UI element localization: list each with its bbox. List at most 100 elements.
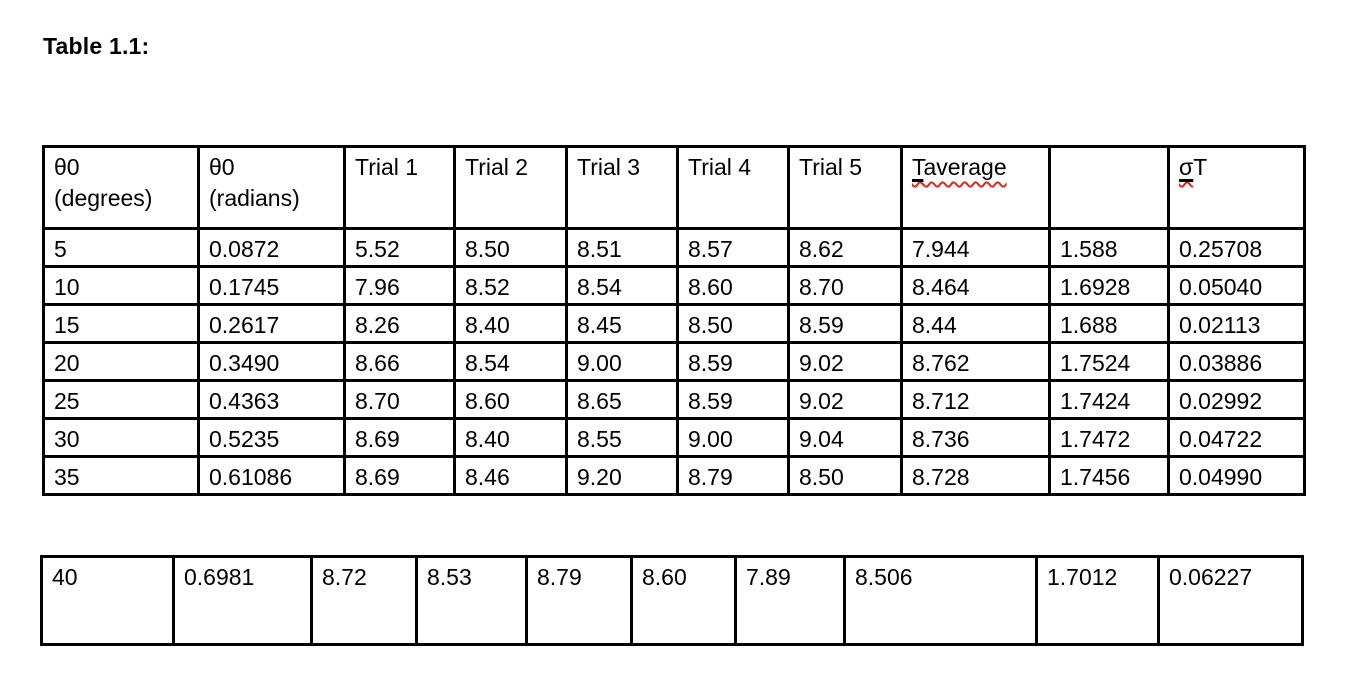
- table-cell: 0.6981: [172, 555, 313, 646]
- table-cell: 8.50: [676, 303, 790, 344]
- table-row: 35 0.61086 8.69 8.46 9.20 8.79 8.50 8.728 1.7456…: [42, 455, 1306, 496]
- header-theta-radians-symbol: θ0: [209, 154, 235, 180]
- header-trial-3: Trial 3: [565, 145, 679, 230]
- header-sigma-t: σT: [1167, 145, 1306, 230]
- table-cell: 8.53: [415, 555, 528, 646]
- table-cell: 0.1745: [197, 265, 346, 306]
- table-row: 20 0.3490 8.66 8.54 9.00 8.59 9.02 8.762 1.7524 0…: [42, 341, 1306, 382]
- table-cell: 1.7472: [1048, 417, 1170, 458]
- table-cell: 8.69: [343, 455, 456, 496]
- table-cell: 9.20: [565, 455, 679, 496]
- table-cell: 1.6928: [1048, 265, 1170, 306]
- header-trial-4: Trial 4: [676, 145, 790, 230]
- table-cell: 0.3490: [197, 341, 346, 382]
- table-row: 15 0.2617 8.26 8.40 8.45 8.50 8.59 8.44 1.688 0.0…: [42, 303, 1306, 344]
- table-row: 10 0.1745 7.96 8.52 8.54 8.60 8.70 8.464 1.6928 0…: [42, 265, 1306, 306]
- table-cell: 8.51: [565, 227, 679, 268]
- table-cell: 25: [42, 379, 200, 420]
- table-cell: 9.02: [787, 379, 903, 420]
- table-cell: 8.55: [565, 417, 679, 458]
- header-taverage-symbol: T: [912, 154, 924, 180]
- table-cell: 8.44: [900, 303, 1051, 344]
- table-cell: 8.62: [787, 227, 903, 268]
- table-cell: 1.7012: [1035, 555, 1160, 646]
- table-cell: 1.588: [1048, 227, 1170, 268]
- table-cell: 8.40: [453, 417, 568, 458]
- table-row: 30 0.5235 8.69 8.40 8.55 9.00 9.04 8.736 1.7472 0…: [42, 417, 1306, 458]
- table-cell: 7.89: [734, 555, 846, 646]
- header-trial-5: Trial 5: [787, 145, 903, 230]
- header-theta-degrees-symbol: θ0: [54, 154, 80, 180]
- table-row: 25 0.4363 8.70 8.60 8.65 8.59 9.02 8.712 1.7424 0…: [42, 379, 1306, 420]
- table-cell: 8.26: [343, 303, 456, 344]
- table-cell: 8.45: [565, 303, 679, 344]
- table-cell: 0.02113: [1167, 303, 1306, 344]
- header-taverage: Taverage: [900, 145, 1051, 230]
- table-cell: 8.54: [565, 265, 679, 306]
- table-cell: 0.25708: [1167, 227, 1306, 268]
- table-cell: 0.0872: [197, 227, 346, 268]
- table-cell: 8.762: [900, 341, 1051, 382]
- table-cell: 40: [40, 555, 175, 646]
- table-cell: 8.70: [343, 379, 456, 420]
- header-row: θ0 (degrees) θ0 (radians) Trial 1 Trial …: [42, 145, 1306, 230]
- table-cell: 8.52: [453, 265, 568, 306]
- table-row: 5 0.0872 5.52 8.50 8.51 8.57 8.62 7.944 1.588 0.2…: [42, 227, 1306, 268]
- table-cell: 5.52: [343, 227, 456, 268]
- header-blank: [1048, 145, 1170, 230]
- table-cell: 8.66: [343, 341, 456, 382]
- table-cell: 0.04722: [1167, 417, 1306, 458]
- header-theta-radians-unit: (radians): [209, 185, 300, 211]
- table-cell: 8.46: [453, 455, 568, 496]
- table-cell: 0.2617: [197, 303, 346, 344]
- table-cell: 8.60: [453, 379, 568, 420]
- table-cell: 8.54: [453, 341, 568, 382]
- header-taverage-word: Taverage: [912, 154, 1007, 180]
- header-trial-1: Trial 1: [343, 145, 456, 230]
- table-cell: 9.02: [787, 341, 903, 382]
- header-theta-degrees: θ0 (degrees): [42, 145, 200, 230]
- table-cell: 1.7456: [1048, 455, 1170, 496]
- table-cell: 0.05040: [1167, 265, 1306, 306]
- table-cell: 9.00: [565, 341, 679, 382]
- table-cell: 1.7524: [1048, 341, 1170, 382]
- table-cell: 20: [42, 341, 200, 382]
- table-caption: Table 1.1:: [43, 33, 150, 59]
- table-cell: 8.506: [843, 555, 1038, 646]
- table-cell: 15: [42, 303, 200, 344]
- table-cell: 0.04990: [1167, 455, 1306, 496]
- table-cell: 7.96: [343, 265, 456, 306]
- table-cell: 8.79: [525, 555, 633, 646]
- header-sigma-subscript: T: [1193, 154, 1208, 180]
- table-cell: 30: [42, 417, 200, 458]
- table-cell: 8.464: [900, 265, 1051, 306]
- table-cell: 8.59: [676, 379, 790, 420]
- header-theta-degrees-unit: (degrees): [54, 185, 153, 211]
- table-cell: 8.69: [343, 417, 456, 458]
- table-cell: 0.03886: [1167, 341, 1306, 382]
- table-cell: 8.736: [900, 417, 1051, 458]
- table-cell: 8.59: [787, 303, 903, 344]
- table-cell: 0.02992: [1167, 379, 1306, 420]
- table-cell: 5: [42, 227, 200, 268]
- table-cell: 8.728: [900, 455, 1051, 496]
- table-cell: 8.60: [630, 555, 737, 646]
- table-cell: 8.79: [676, 455, 790, 496]
- table-cell: 7.944: [900, 227, 1051, 268]
- table-cell: 1.688: [1048, 303, 1170, 344]
- overflow-row-table: 40 0.6981 8.72 8.53 8.79 8.60 7.89 8.506 1.7012 0…: [40, 555, 1304, 646]
- table-cell: 8.60: [676, 265, 790, 306]
- table-cell: 8.59: [676, 341, 790, 382]
- table-cell: 10: [42, 265, 200, 306]
- table-cell: 8.70: [787, 265, 903, 306]
- header-theta-radians: θ0 (radians): [197, 145, 346, 230]
- header-sigma-symbol-wrap: σ: [1179, 154, 1193, 180]
- main-data-table: θ0 (degrees) θ0 (radians) Trial 1 Trial …: [42, 145, 1306, 496]
- table-cell: 1.7424: [1048, 379, 1170, 420]
- table-row: 40 0.6981 8.72 8.53 8.79 8.60 7.89 8.506 1.7012 0…: [40, 555, 1304, 646]
- table-cell: 8.65: [565, 379, 679, 420]
- table-cell: 0.5235: [197, 417, 346, 458]
- header-trial-2: Trial 2: [453, 145, 568, 230]
- table-cell: 9.04: [787, 417, 903, 458]
